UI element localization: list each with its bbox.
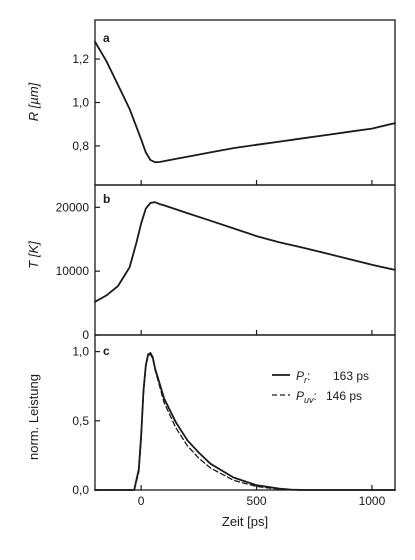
- panel-b-lines: [94, 201, 396, 303]
- panel-c-ytick-label: 0,5: [72, 414, 89, 428]
- panel-b: b T [K] 0 10000 20000: [26, 184, 396, 342]
- panel-c-lines: [94, 352, 396, 491]
- panel-a-lines: [94, 40, 396, 164]
- panel-c-frame: [94, 334, 396, 491]
- panel-a-ytick-label: 1,0: [72, 96, 89, 110]
- panel-b-ytick-label: 0: [82, 328, 89, 342]
- panel-a-ticks: 0,8 1,0 1,2: [72, 52, 373, 185]
- panel-a-letter: a: [103, 31, 110, 45]
- x-tick-label: 1000: [359, 494, 386, 508]
- panel-c-letter: c: [103, 344, 110, 358]
- legend-solid-subscript: r: [304, 375, 308, 385]
- legend-dashed-subscript: uv: [304, 395, 314, 405]
- panel-a-ytick-label: 0,8: [72, 139, 89, 153]
- panel-c-ytick-label: 0,0: [72, 483, 89, 497]
- panel-b-ytick-label: 20000: [56, 200, 90, 214]
- legend-dashed-symbol: P: [296, 389, 304, 403]
- panel-b-ytick-label: 10000: [56, 264, 90, 278]
- legend-solid-colon: :: [307, 369, 310, 383]
- panel-a-ytick-label: 1,2: [72, 52, 89, 66]
- panel-c-ticks: 0,0 0,5 1,0 0 500 1000: [72, 345, 385, 508]
- legend-entry-dashed: Puv:: [296, 389, 317, 405]
- panel-b-letter: b: [103, 192, 110, 206]
- legend-dashed-colon: :: [314, 389, 317, 403]
- panel-c-ytick-label: 1,0: [72, 345, 89, 359]
- legend: Pr: 163 ps Puv: 146 ps: [272, 369, 369, 405]
- legend-entry-solid: Pr:: [296, 369, 310, 385]
- legend-solid-value: 163 ps: [333, 369, 369, 383]
- panel-c: c norm. Leistung Zeit [ps] 0,0 0,5 1,0 0 500…: [26, 334, 396, 529]
- panel-c-ylabel: norm. Leistung: [26, 374, 41, 460]
- x-tick-label: 500: [247, 494, 267, 508]
- panel-c-series-dashed: [94, 353, 396, 491]
- panel-a: a R [µm] 0,8 1,0 1,2: [26, 19, 396, 186]
- panel-a-series-solid: [94, 40, 396, 164]
- x-tick-label: 0: [138, 494, 145, 508]
- panel-a-frame: [94, 19, 396, 186]
- legend-solid-symbol: P: [296, 369, 304, 383]
- panel-b-ticks: 0 10000 20000: [56, 200, 373, 342]
- panel-a-ylabel: R [µm]: [26, 82, 41, 121]
- panel-b-ylabel: T [K]: [26, 241, 41, 269]
- legend-dashed-value: 146 ps: [326, 389, 362, 403]
- x-axis-label: Zeit [ps]: [222, 514, 268, 529]
- panel-b-series-solid: [94, 201, 396, 303]
